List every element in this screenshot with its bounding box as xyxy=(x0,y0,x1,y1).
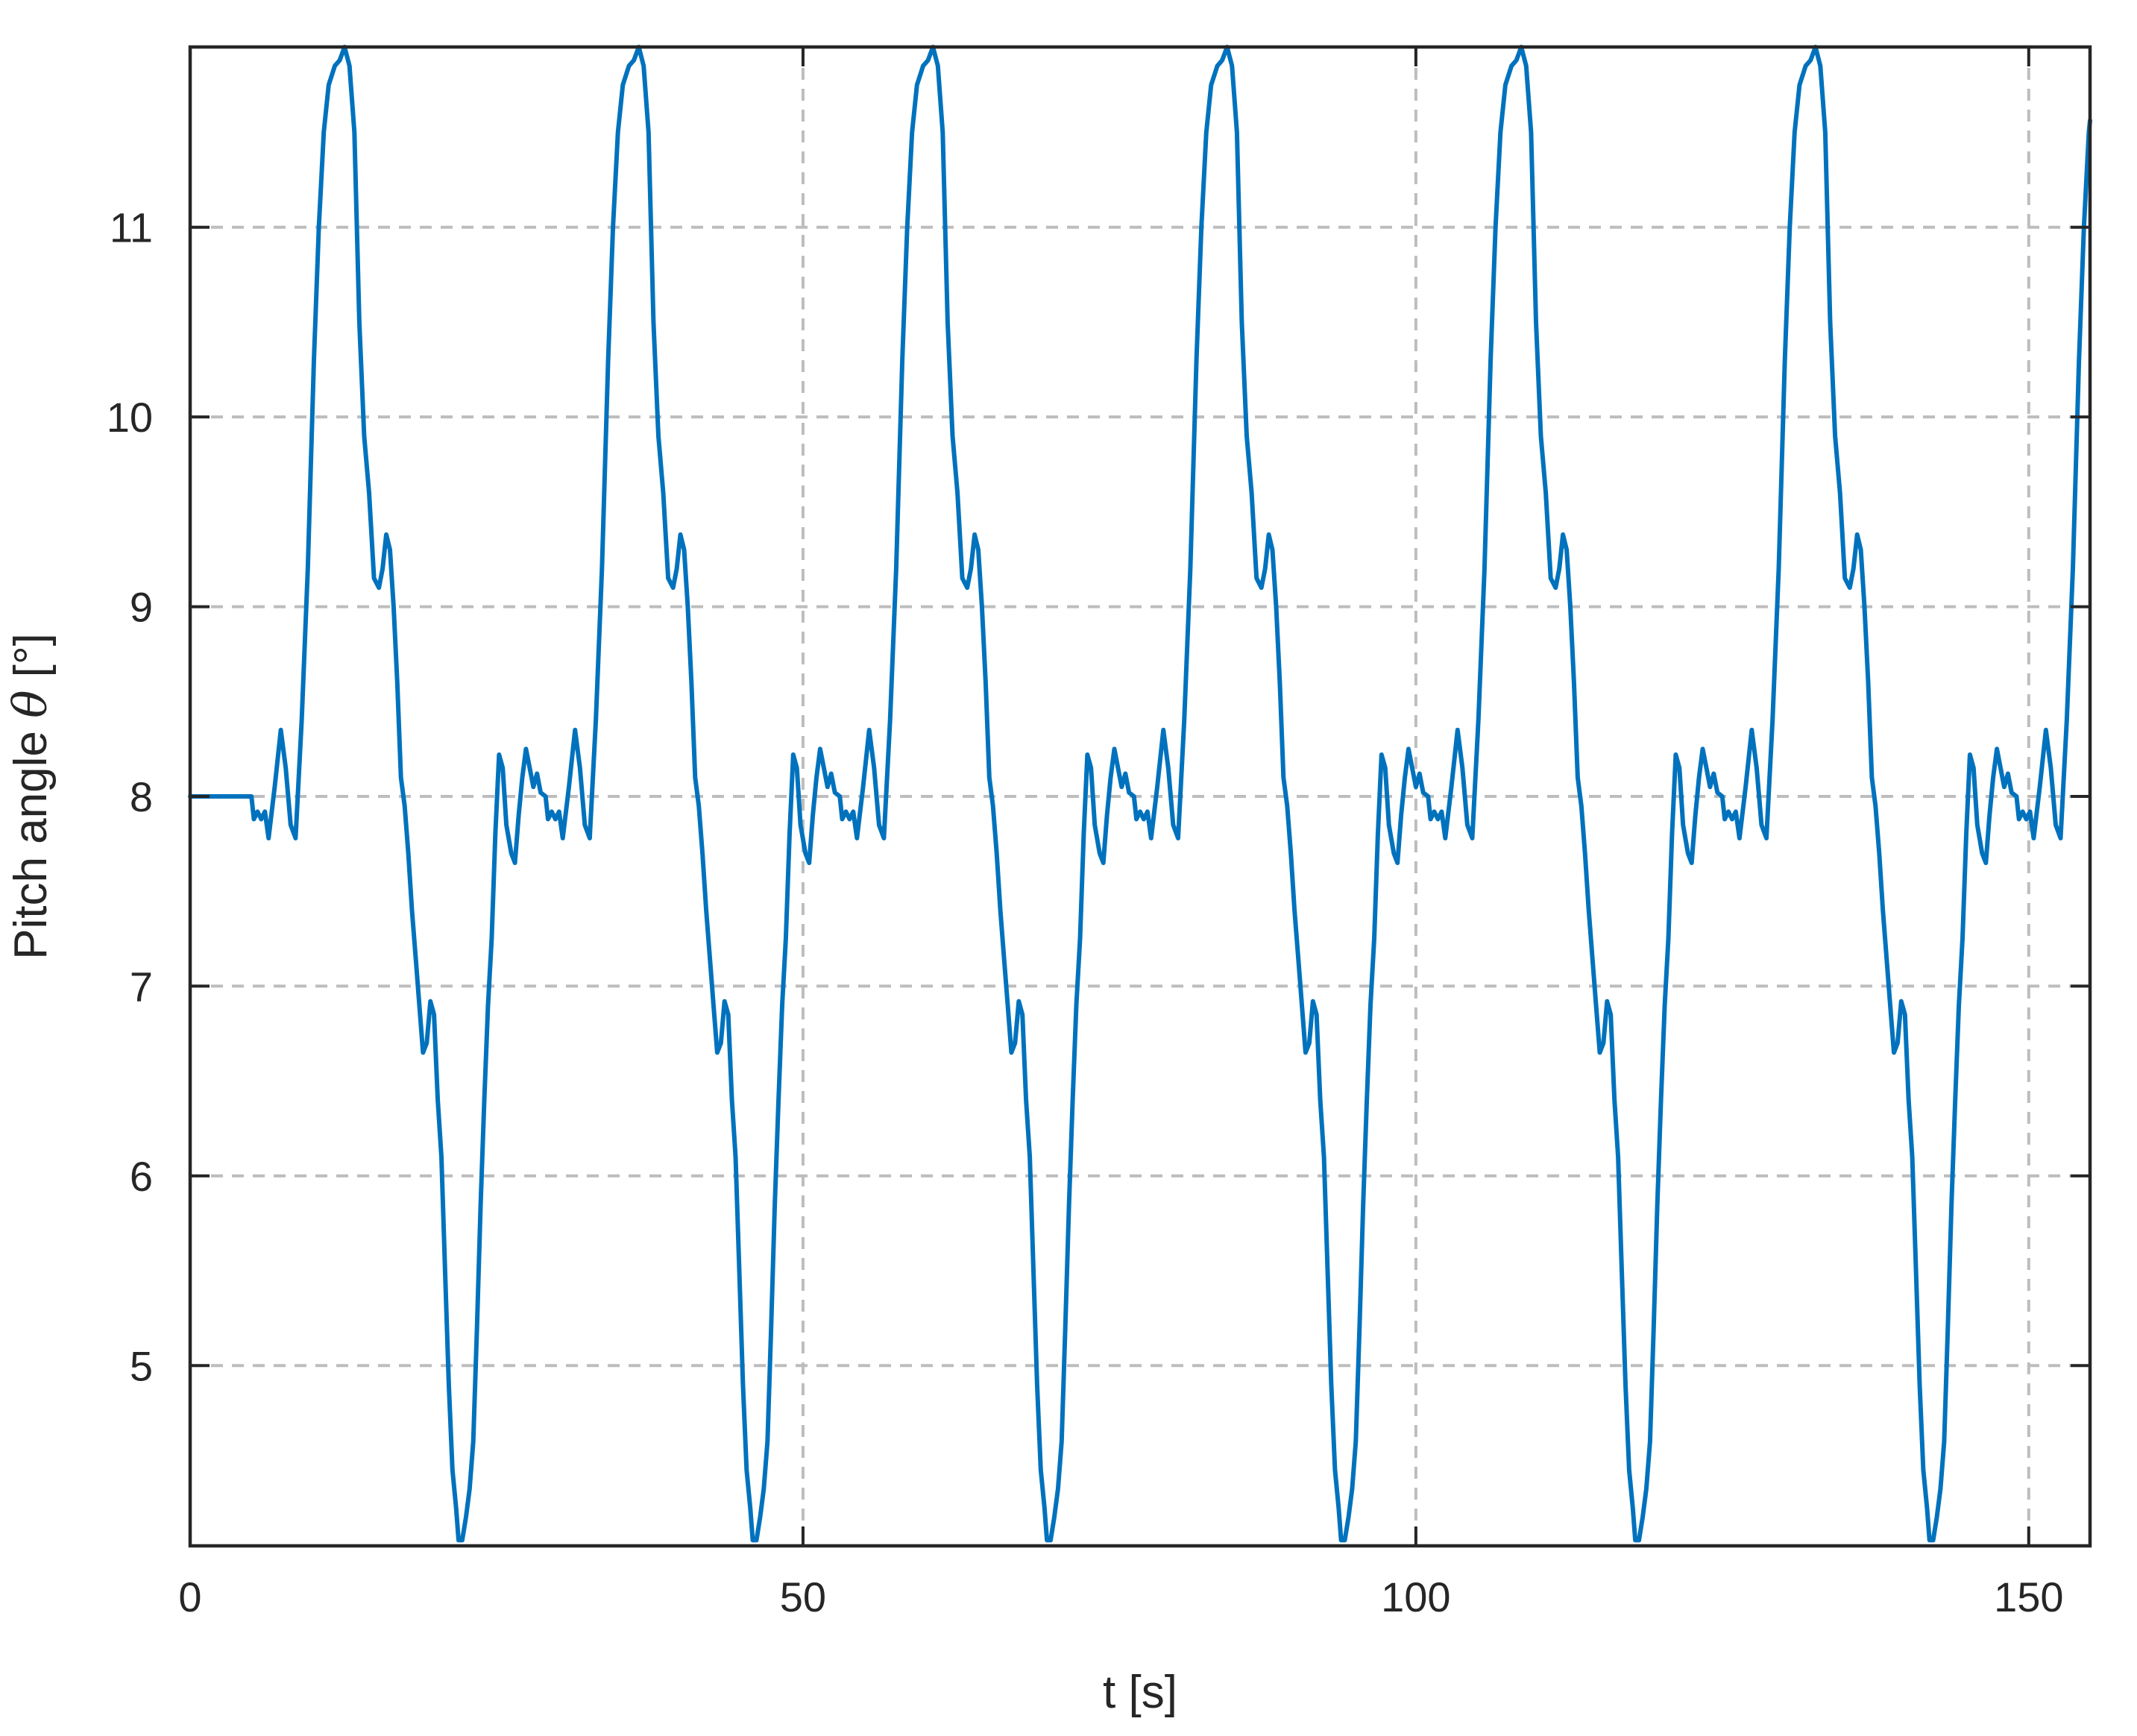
x-tick-label-1: 50 xyxy=(780,1573,826,1620)
y-tick-label-5: 10 xyxy=(107,394,153,441)
y-axis-label: Pitch angle θ [°] xyxy=(3,633,57,960)
y-axis-label-suffix: [°] xyxy=(5,633,57,690)
grid-lines xyxy=(190,47,2090,1546)
y-tick-label-2: 7 xyxy=(130,963,153,1010)
x-tick-labels: 0 50 100 150 xyxy=(178,1573,2063,1620)
y-tick-label-1: 6 xyxy=(130,1153,153,1200)
y-axis-label-prefix: Pitch angle xyxy=(5,718,57,960)
y-tick-labels: 5 6 7 8 9 10 11 xyxy=(107,204,153,1390)
y-tick-label-3: 8 xyxy=(130,773,153,820)
y-tick-label-6: 11 xyxy=(110,204,153,251)
y-axis-label-symbol: θ xyxy=(3,691,57,718)
y-tick-label-4: 9 xyxy=(130,584,153,631)
tick-marks xyxy=(189,47,2090,1546)
x-tick-label-0: 0 xyxy=(178,1573,201,1620)
x-tick-label-3: 150 xyxy=(1994,1573,2063,1620)
x-axis-label: t [s] xyxy=(1103,1667,1177,1718)
x-tick-label-2: 100 xyxy=(1381,1573,1450,1620)
y-tick-label-0: 5 xyxy=(130,1342,153,1389)
series-line-pitch-angle xyxy=(188,45,2092,1543)
